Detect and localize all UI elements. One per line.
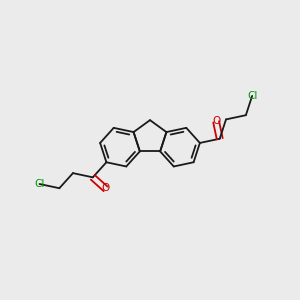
Text: Cl: Cl	[34, 179, 45, 189]
Text: Cl: Cl	[247, 91, 257, 101]
Text: O: O	[101, 183, 110, 193]
Text: O: O	[212, 116, 220, 126]
